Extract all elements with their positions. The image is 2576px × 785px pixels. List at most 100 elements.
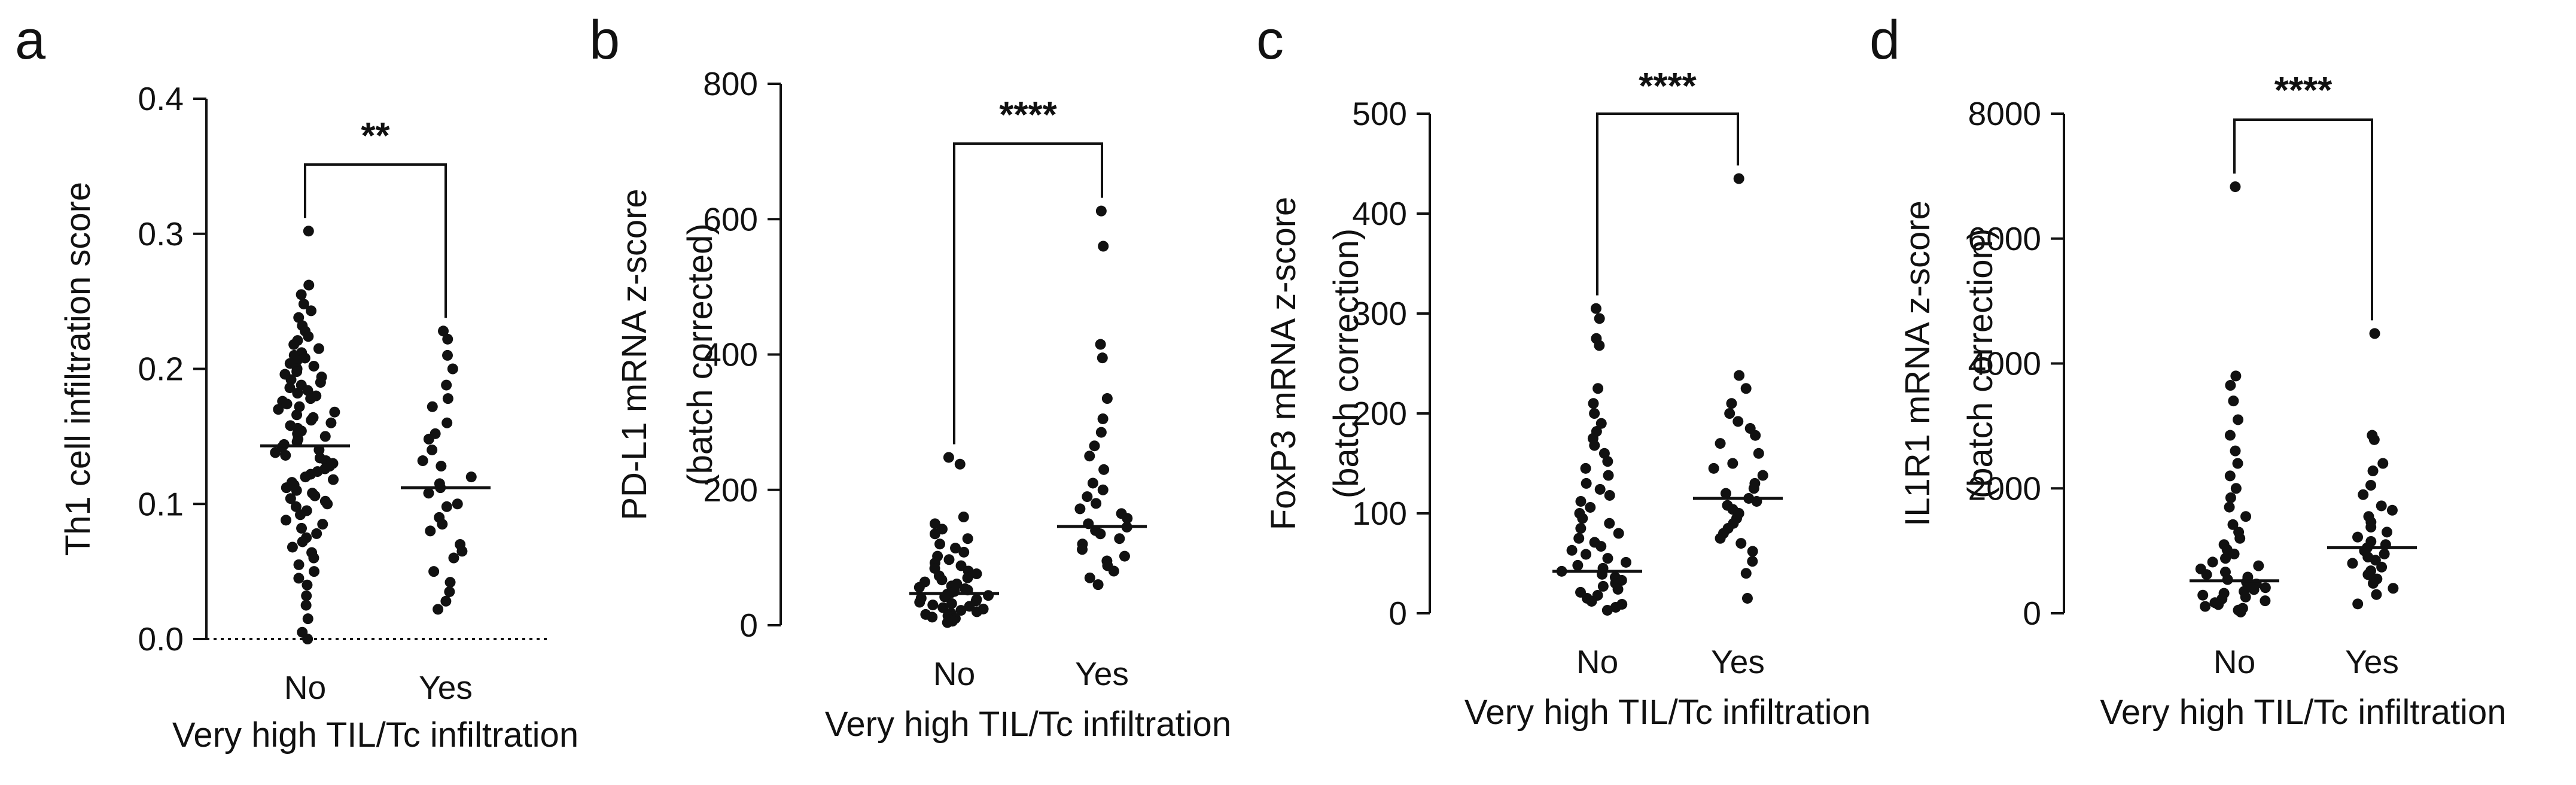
data-point — [317, 519, 328, 530]
data-point — [444, 586, 455, 597]
data-point — [937, 602, 949, 613]
data-point — [1753, 448, 1764, 459]
data-point — [1735, 538, 1747, 549]
data-point — [1604, 489, 1615, 501]
x-category-label: No — [933, 655, 975, 692]
data-point — [2370, 555, 2381, 566]
data-point — [2224, 430, 2236, 441]
data-point — [1748, 483, 1759, 494]
data-point — [1572, 559, 1584, 571]
significance-label: **** — [999, 95, 1057, 136]
data-point — [1594, 340, 1605, 351]
data-point — [297, 536, 308, 547]
data-point — [437, 519, 448, 530]
data-point — [1733, 173, 1744, 184]
data-point — [2365, 521, 2377, 533]
data-point — [433, 604, 444, 615]
data-point — [2371, 589, 2382, 600]
data-point — [2213, 599, 2224, 610]
data-point — [1084, 572, 1095, 583]
data-point — [1597, 580, 1609, 592]
data-point — [2381, 527, 2392, 538]
data-point — [296, 522, 307, 534]
data-point — [1747, 546, 1758, 557]
data-point — [1097, 413, 1109, 424]
y-axis-title: (batch correction) — [1961, 229, 2000, 498]
data-point — [302, 385, 313, 396]
data-point — [427, 444, 438, 455]
significance-bracket — [2233, 118, 2373, 321]
y-tick-label: 500 — [1352, 95, 1407, 132]
data-point — [2232, 458, 2243, 469]
data-point — [284, 382, 296, 394]
data-point — [1092, 579, 1104, 591]
data-point — [1089, 440, 1100, 452]
significance-bracket — [1596, 112, 1739, 296]
data-point — [1732, 416, 1744, 427]
data-point — [2227, 519, 2239, 530]
data-point — [322, 498, 333, 510]
data-point — [2225, 492, 2236, 503]
y-axis-title: FoxP3 mRNA z-score — [1264, 197, 1303, 531]
data-point — [1750, 430, 1761, 441]
data-point — [1095, 339, 1106, 350]
data-point — [2260, 582, 2271, 594]
data-point — [436, 461, 447, 472]
data-point — [1575, 523, 1587, 534]
data-point — [2386, 504, 2398, 516]
data-point — [1097, 484, 1109, 495]
data-point — [2201, 569, 2212, 580]
data-point — [2253, 560, 2264, 571]
data-point — [955, 605, 967, 616]
data-point — [2358, 489, 2369, 500]
y-tick-label: 0.2 — [138, 351, 184, 388]
data-point — [946, 598, 957, 609]
data-point — [442, 333, 453, 345]
y-tick-label: 0.4 — [138, 80, 184, 117]
data-point — [950, 543, 961, 554]
data-point — [285, 493, 296, 504]
data-point — [293, 312, 305, 323]
data-point — [1604, 518, 1615, 529]
y-tick-label: 800 — [703, 65, 758, 102]
data-point — [273, 404, 284, 415]
data-point — [1740, 568, 1752, 579]
data-point — [2207, 556, 2218, 568]
data-point — [293, 559, 305, 570]
data-point — [309, 490, 321, 501]
data-point — [2362, 569, 2374, 580]
data-point — [2234, 533, 2246, 544]
data-point — [1727, 458, 1738, 469]
data-point — [1724, 408, 1735, 419]
data-point — [943, 554, 955, 565]
y-tick-label: 200 — [703, 471, 758, 509]
data-point — [1740, 383, 1752, 394]
data-point — [1095, 205, 1107, 217]
data-point — [934, 538, 946, 550]
significance-label: **** — [2274, 70, 2333, 111]
data-point — [2367, 465, 2379, 477]
data-point — [2228, 548, 2240, 559]
data-point — [2224, 501, 2235, 513]
chart-panel-c: c 0 100 200 300 400 500 FoxP3 mRNA z-score (batc… — [1256, 10, 1871, 732]
data-point — [290, 501, 302, 512]
data-point — [1084, 451, 1095, 462]
data-point — [448, 552, 459, 564]
data-point — [2248, 584, 2260, 595]
data-point — [1097, 352, 1108, 364]
x-axis-title: Very high TIL/Tc infiltration — [1464, 693, 1871, 732]
data-point — [441, 501, 452, 512]
data-point — [1114, 533, 1125, 544]
significance-label: ** — [361, 115, 390, 157]
data-point — [1595, 418, 1607, 429]
data-point — [962, 533, 973, 544]
data-point — [1720, 488, 1731, 499]
data-point — [2197, 589, 2209, 601]
data-point — [1602, 553, 1613, 564]
y-tick-label: 0 — [1389, 595, 1407, 632]
data-point — [2224, 470, 2236, 482]
data-point — [423, 433, 434, 445]
data-point — [295, 509, 306, 521]
data-point — [983, 590, 994, 601]
data-point — [438, 325, 449, 337]
